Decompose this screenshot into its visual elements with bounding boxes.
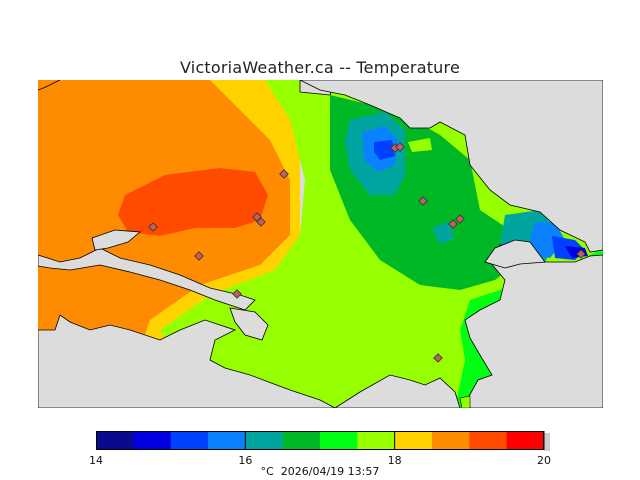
station-marker	[232, 289, 242, 299]
water-south-strait	[38, 314, 461, 408]
legend-swatch	[506, 431, 545, 450]
island-small	[459, 395, 471, 408]
station-marker	[256, 217, 266, 227]
legend-swatch	[394, 431, 433, 450]
water-harbour-bay	[484, 239, 546, 269]
legend-swatch	[469, 431, 508, 450]
legend-tick-label: 20	[537, 454, 551, 467]
unit-label: °C	[260, 465, 274, 478]
legend-swatch	[357, 431, 396, 450]
station-marker	[433, 353, 443, 363]
color-legend	[96, 431, 550, 451]
isoband-orangered	[118, 168, 268, 236]
isoband-teal-small	[432, 222, 455, 244]
water-nw-corner	[38, 80, 61, 91]
legend-tick-label: 14	[89, 454, 103, 467]
page-title: VictoriaWeather.ca -- Temperature	[180, 58, 460, 77]
timestamp: 2026/04/19 13:57	[280, 465, 380, 478]
station-marker	[194, 251, 204, 261]
legend-swatch	[208, 431, 246, 450]
legend-swatch	[432, 431, 470, 450]
station-marker	[395, 142, 405, 152]
legend-tick-label: 18	[387, 454, 402, 467]
legend-swatch	[245, 431, 284, 450]
water-west-basin	[38, 247, 256, 311]
legend-swatch	[133, 431, 172, 450]
station-marker	[279, 169, 289, 179]
station-marker	[448, 219, 458, 229]
water-north-east	[299, 80, 603, 253]
weather-stations	[148, 142, 586, 363]
legend-swatch	[96, 431, 134, 450]
legend-shadow	[544, 433, 550, 451]
isoband-inlet	[408, 138, 432, 152]
legend-swatch	[320, 431, 358, 450]
station-marker	[455, 214, 465, 224]
legend-tick-label: 16	[238, 454, 253, 467]
station-marker	[576, 249, 586, 259]
water-inner-harbour	[229, 307, 269, 341]
water-inlet-arm	[91, 229, 142, 251]
legend-swatch	[170, 431, 209, 450]
legend-swatch	[282, 431, 321, 450]
footer: °C 2026/04/19 13:57	[0, 465, 640, 478]
legend-swatches	[96, 431, 550, 451]
station-marker	[418, 196, 428, 206]
station-marker	[148, 222, 158, 232]
isoband-blue	[374, 140, 395, 160]
